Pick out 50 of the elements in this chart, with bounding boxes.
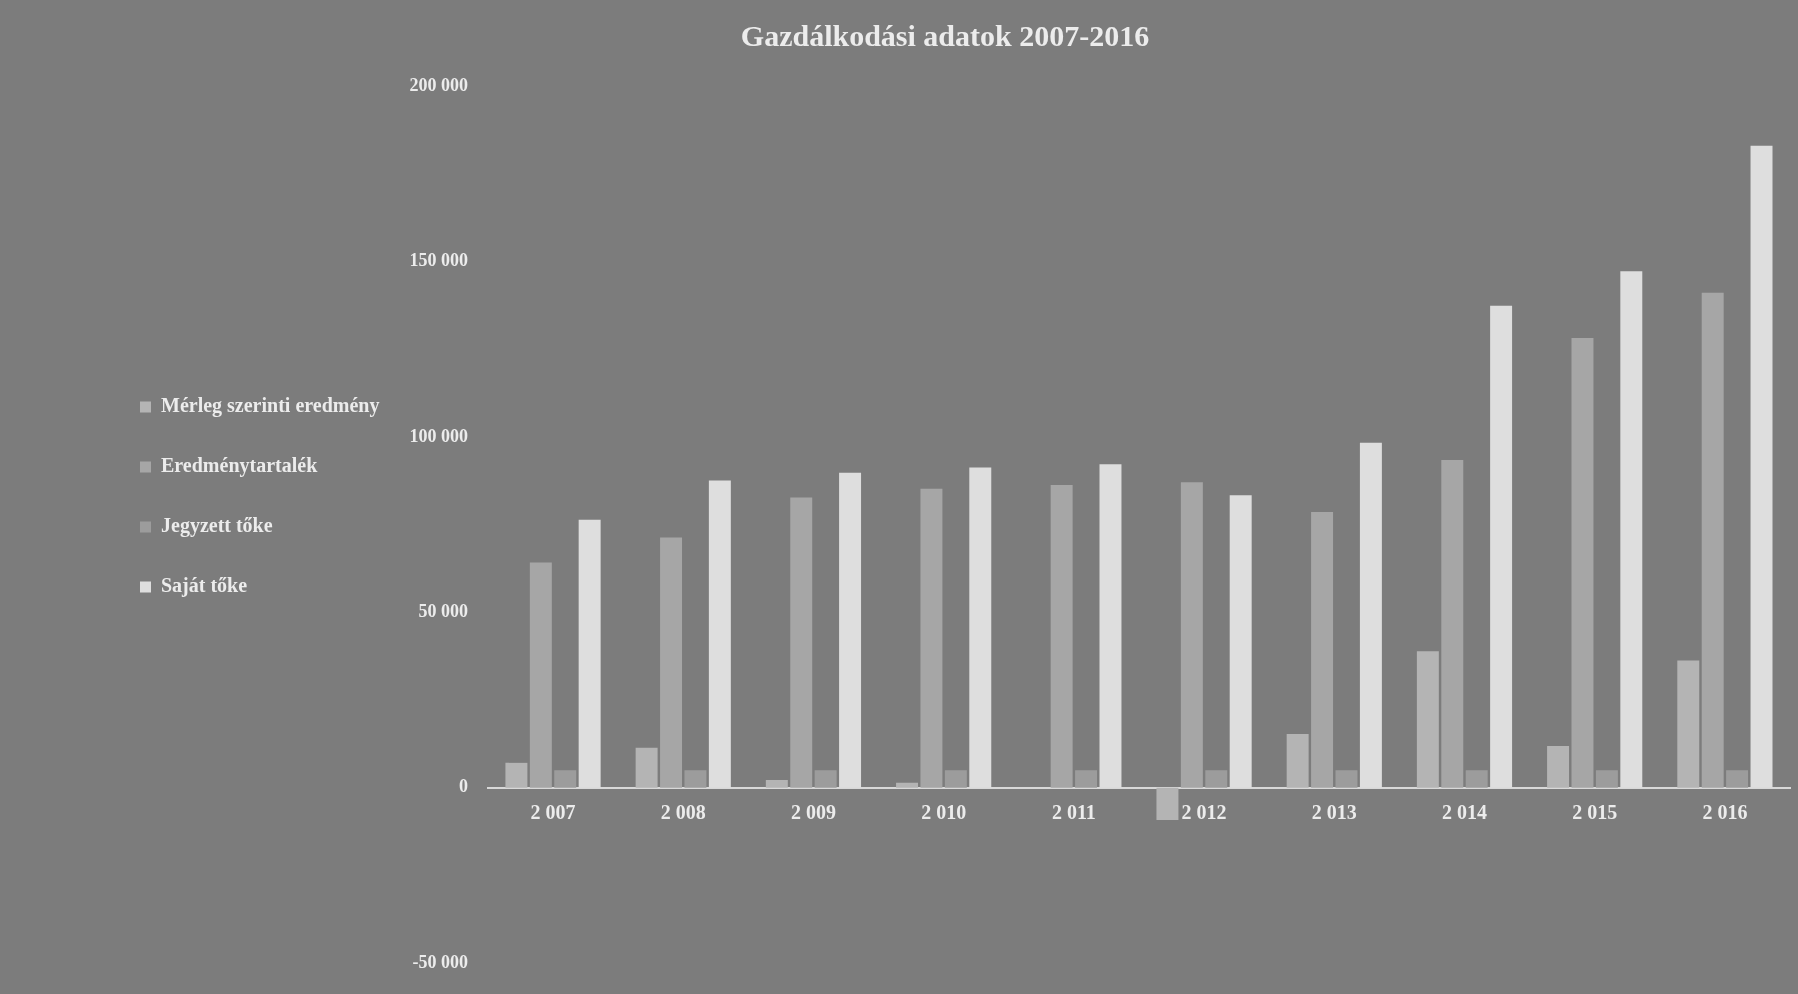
legend-label: Jegyzett tőke xyxy=(161,514,273,538)
x-tick-label: 2 013 xyxy=(1311,800,1357,823)
x-tick-label: 2 016 xyxy=(1702,800,1748,823)
bar xyxy=(1595,770,1618,788)
bar xyxy=(1441,460,1464,788)
bar xyxy=(635,747,658,788)
x-tick-label: 2 009 xyxy=(790,800,836,823)
chart-title: Gazdálkodási adatok 2007-2016 xyxy=(740,18,1150,52)
x-tick-label: 2 014 xyxy=(1441,800,1487,823)
y-tick-label: 50 000 xyxy=(418,600,468,621)
bar xyxy=(1075,770,1098,788)
x-tick-label: 2 015 xyxy=(1572,800,1618,823)
bar xyxy=(944,770,967,788)
y-tick-label: 0 xyxy=(458,776,468,797)
bar xyxy=(765,780,788,788)
bar xyxy=(1726,770,1749,788)
y-tick-label: 100 000 xyxy=(409,425,468,446)
legend-label: Saját tőke xyxy=(161,574,248,598)
bar xyxy=(1335,770,1358,788)
bar xyxy=(1050,484,1073,788)
bar xyxy=(554,770,577,788)
x-tick-label: 2 010 xyxy=(921,800,967,823)
x-tick-label: 2 008 xyxy=(660,800,706,823)
y-tick-label: 200 000 xyxy=(409,74,468,95)
x-tick-label: 2 011 xyxy=(1051,800,1096,823)
legend-label: Mérleg szerinti eredmény xyxy=(161,394,380,418)
y-tick-label: 150 000 xyxy=(409,250,468,271)
bar xyxy=(1156,787,1179,821)
bar xyxy=(1547,746,1570,788)
bar xyxy=(529,562,552,788)
bar xyxy=(1677,660,1700,788)
bar xyxy=(1180,482,1203,788)
bar xyxy=(1465,770,1488,788)
bar xyxy=(660,537,683,788)
bar xyxy=(814,770,837,788)
x-tick-label: 2 012 xyxy=(1181,800,1227,823)
bar xyxy=(1205,770,1228,788)
x-tick-label: 2 007 xyxy=(530,800,576,823)
legend-label: Eredménytartalék xyxy=(161,454,319,478)
bar xyxy=(1571,337,1594,788)
bar xyxy=(896,782,919,788)
bar xyxy=(684,770,707,788)
bar xyxy=(505,762,528,788)
bar xyxy=(1311,511,1334,788)
bar xyxy=(920,488,943,788)
bar xyxy=(1701,292,1724,788)
bar xyxy=(1286,734,1309,788)
bar xyxy=(790,497,813,788)
y-tick-label: -50 000 xyxy=(412,951,468,972)
bar xyxy=(1416,651,1439,788)
